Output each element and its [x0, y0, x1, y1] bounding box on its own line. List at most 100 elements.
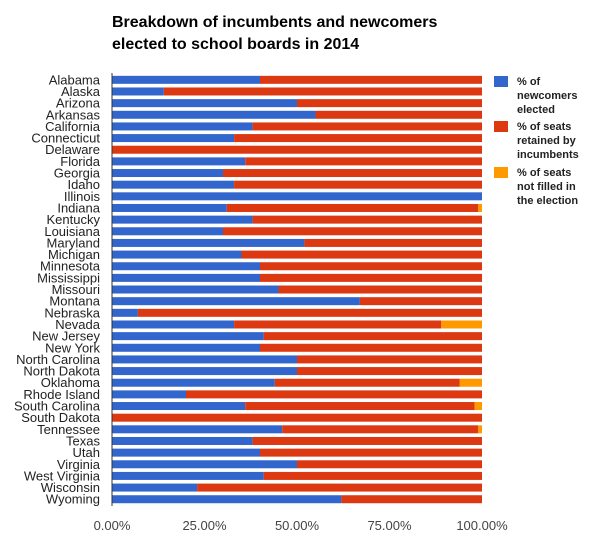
category-label: Missouri — [52, 282, 101, 297]
legend-label-line: % of — [517, 76, 541, 88]
bar-segment-1 — [112, 203, 227, 212]
bar-segment-2 — [252, 436, 482, 445]
bar-segment-2 — [260, 273, 482, 282]
bar-segment-1 — [112, 227, 223, 236]
legend-label-line: the election — [517, 195, 578, 207]
category-label: North Carolina — [16, 352, 101, 367]
bar-segment-2 — [260, 75, 482, 84]
chart-title: Breakdown of incumbents and newcomers el… — [112, 12, 492, 56]
bar-segment-1 — [112, 122, 253, 131]
bar-segment-1 — [112, 215, 253, 224]
bar-segment-1 — [112, 75, 260, 84]
bar-segment-2 — [245, 157, 482, 166]
bar-segment-2 — [112, 413, 482, 422]
category-label: Alaska — [61, 84, 101, 99]
category-label: Alabama — [49, 72, 101, 87]
bar-segment-1 — [112, 390, 186, 399]
bar-segment-1 — [112, 273, 260, 282]
bar-segment-1 — [112, 297, 360, 306]
bar-segment-1 — [112, 262, 260, 271]
legend-swatch-2 — [494, 121, 508, 132]
bar-segment-2 — [304, 238, 482, 247]
bar-segment-2 — [297, 355, 482, 364]
category-label: Kentucky — [47, 212, 101, 227]
bar-segment-1 — [112, 110, 316, 119]
category-label: Maryland — [47, 235, 100, 250]
bar-segment-2 — [260, 262, 482, 271]
bar-segment-1 — [112, 238, 305, 247]
bar-segment-2 — [234, 180, 482, 189]
category-label: Rhode Island — [23, 387, 100, 402]
category-label: Indiana — [57, 200, 100, 215]
bar-segment-2 — [163, 87, 483, 96]
bar-segment-1 — [112, 495, 342, 504]
bar-segment-1 — [112, 308, 138, 317]
bar-segment-1 — [112, 355, 297, 364]
category-label: New York — [45, 340, 100, 355]
bar-segment-2 — [274, 378, 460, 387]
legend-label-line: elected — [517, 104, 555, 116]
legend-label-line: retained by — [517, 135, 577, 147]
category-label: Wyoming — [46, 492, 100, 507]
bar-segment-2 — [252, 122, 482, 131]
bar-segment-1 — [112, 436, 253, 445]
category-label: Delaware — [45, 142, 100, 157]
category-label: Michigan — [48, 247, 100, 262]
category-label: South Carolina — [14, 399, 101, 414]
bar-segment-2 — [234, 134, 482, 143]
bar-segment-1 — [112, 448, 260, 457]
x-tick-label: 75.00% — [367, 518, 412, 533]
legend-label-line: incumbents — [517, 149, 579, 161]
category-label: New Jersey — [32, 329, 100, 344]
category-label: North Dakota — [23, 364, 100, 379]
category-label: Nebraska — [44, 305, 100, 320]
bar-segment-2 — [223, 227, 482, 236]
bar-segment-2 — [234, 320, 442, 329]
bar-segment-2 — [260, 448, 482, 457]
legend-label-line: % of seats — [517, 121, 571, 133]
x-tick-label: 25.00% — [182, 518, 227, 533]
category-label: Illinois — [64, 189, 101, 204]
category-label: Oklahoma — [41, 375, 101, 390]
bar-segment-2 — [297, 99, 482, 108]
bar-segment-2 — [245, 402, 475, 411]
bar-segment-1 — [112, 192, 482, 201]
category-label: Georgia — [54, 166, 101, 181]
category-label: Louisiana — [44, 224, 100, 239]
bar-segment-1 — [112, 471, 264, 480]
bar-segment-2 — [359, 297, 482, 306]
bar-segment-2 — [278, 285, 482, 294]
bar-segment-3 — [459, 378, 482, 387]
category-label: Minnesota — [40, 259, 101, 274]
category-label: Wisconsin — [41, 480, 100, 495]
legend-swatch-3 — [494, 167, 508, 178]
bar-segment-2 — [112, 145, 482, 154]
bar-segment-2 — [241, 250, 482, 259]
legend-label-line: newcomers — [517, 90, 578, 102]
category-label: Mississippi — [37, 270, 100, 285]
bar-segment-2 — [186, 390, 482, 399]
bar-segment-3 — [441, 320, 482, 329]
bar-segment-3 — [474, 402, 482, 411]
chart-title-line-2: elected to school boards in 2014 — [112, 36, 360, 53]
bar-segment-2 — [263, 332, 482, 341]
category-label: Idaho — [67, 177, 100, 192]
category-label: Arizona — [56, 96, 101, 111]
bar-segment-1 — [112, 87, 164, 96]
bar-segment-2 — [263, 471, 482, 480]
bar-segment-2 — [297, 367, 482, 376]
bar-segment-1 — [112, 134, 235, 143]
bar-segment-3 — [478, 425, 482, 434]
bar-segment-2 — [260, 343, 482, 352]
x-tick-label: 50.00% — [275, 518, 320, 533]
category-label: Texas — [66, 433, 100, 448]
bar-segment-1 — [112, 402, 246, 411]
category-label: California — [45, 119, 101, 134]
bar-segment-1 — [112, 367, 297, 376]
category-label: Virginia — [57, 457, 101, 472]
category-label: Utah — [73, 445, 100, 460]
bar-segment-2 — [315, 110, 482, 119]
bar-segment-1 — [112, 250, 242, 259]
legend-swatch-1 — [494, 76, 508, 87]
